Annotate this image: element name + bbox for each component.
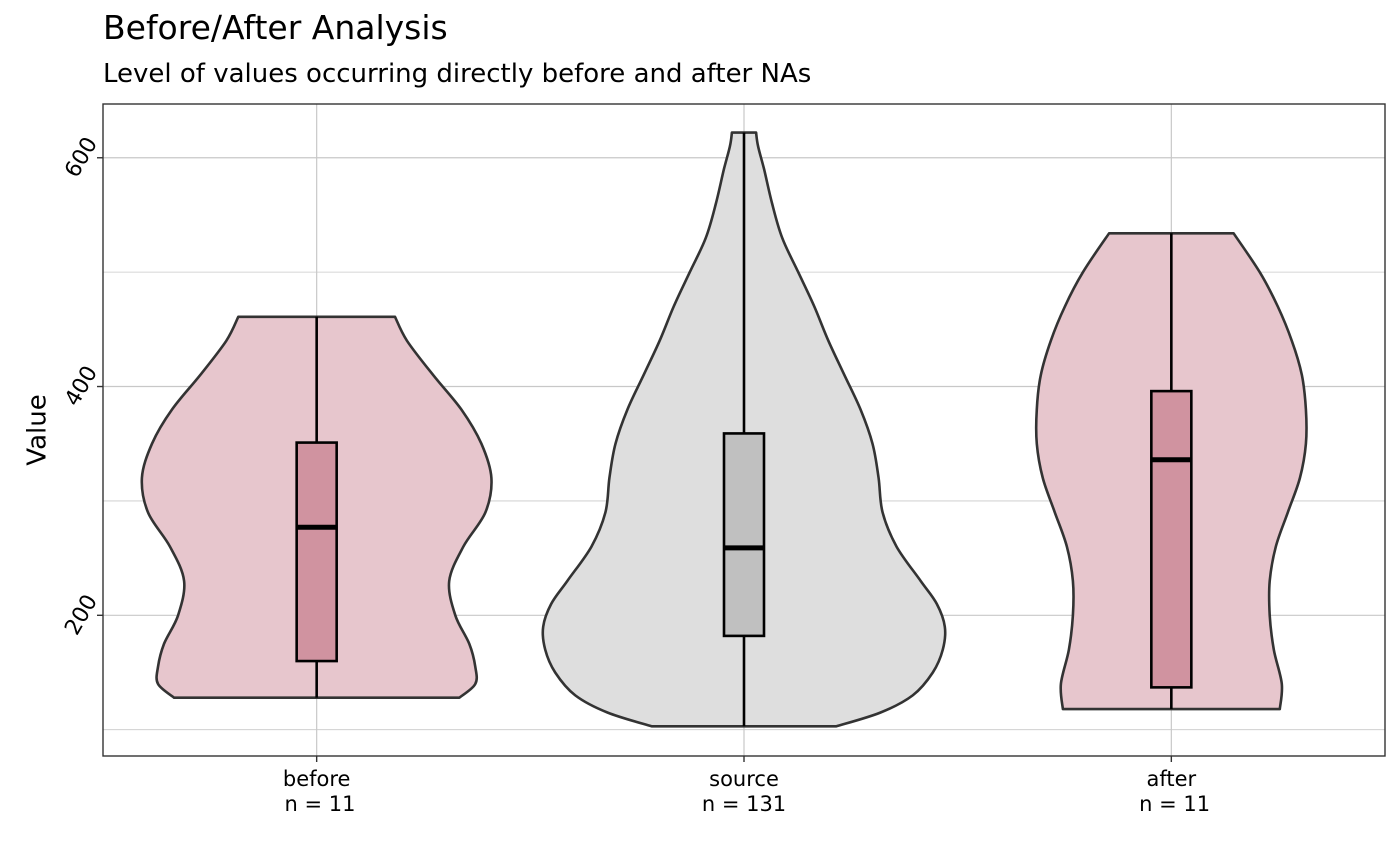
y-tick-label: 200 — [60, 591, 103, 640]
x-tick-label: n = 11 — [1133, 792, 1211, 816]
x-tick-label: n = 11 — [278, 792, 356, 816]
box-after — [1150, 389, 1193, 689]
violin-layer — [140, 131, 1308, 728]
x-tick-label: before — [283, 767, 351, 791]
y-axis-title: Value — [23, 394, 53, 465]
y-tick-label: 400 — [60, 362, 103, 411]
chart-subtitle: Level of values occurring directly befor… — [103, 59, 812, 89]
y-tick-label: 600 — [60, 133, 103, 182]
x-tick-label: source — [709, 767, 779, 791]
box-source — [722, 432, 766, 638]
x-tick-label: after — [1146, 767, 1196, 791]
x-tick-label: n = 131 — [702, 792, 786, 816]
box-before — [295, 441, 338, 663]
chart-title: Before/After Analysis — [103, 8, 448, 47]
